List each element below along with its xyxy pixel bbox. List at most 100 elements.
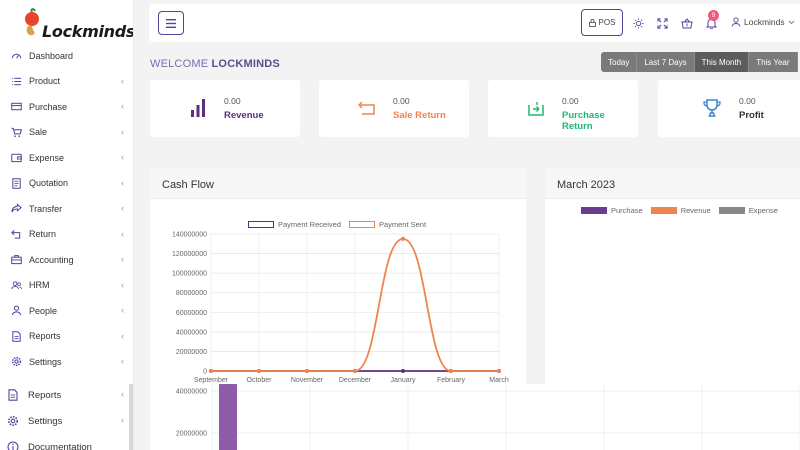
bottom-bar-chart: 20000000 40000000 [176,384,800,450]
document-icon [10,177,22,189]
sidebar-item-label: Reports [28,389,62,401]
data-point[interactable] [497,369,501,373]
stat-value: 0.00 [739,96,756,106]
sidebar-item-hrm[interactable]: HRM ‹ [0,273,133,299]
sidebar-item-accounting[interactable]: Accounting ‹ [0,247,133,273]
legend-item-payment-sent[interactable]: Payment Sent [348,220,427,229]
stat-card-profit[interactable]: 0.00 Profit [658,80,800,137]
chevron-left-icon: ‹ [121,279,124,290]
legend-swatch [248,221,274,228]
cash-flow-chart: 0 20000000 40000000 60000000 80000000 1000000… [172,232,509,385]
welcome-prefix: WELCOME [150,58,209,70]
y-tick-label: 140000000 [172,232,207,239]
chevron-left-icon: ‹ [121,152,124,162]
pos-button[interactable]: POS [581,9,623,36]
sidebar-item-quotation[interactable]: Quotation ‹ [0,171,133,197]
sidebar-item-expense[interactable]: Expense ‹ [0,145,133,171]
menu-toggle-button[interactable] [158,11,184,35]
stat-label: Revenue [224,110,264,121]
chevron-down-icon [788,20,794,24]
sidebar-item-label: Return [29,229,57,240]
data-point[interactable] [449,369,453,373]
sidebar-item-label: Settings [28,415,63,427]
bar[interactable] [219,384,237,450]
legend-label: Payment Sent [378,220,427,229]
sidebar-item-label: Product [29,76,61,87]
sidebar-item-label: Documentation [28,441,92,450]
data-point[interactable] [401,369,405,373]
stat-value: 0.00 [224,96,241,106]
stat-label: Purchase Return [562,110,605,132]
data-point[interactable] [401,236,405,241]
lock-icon [588,18,596,27]
hamburger-icon [166,18,176,28]
trophy-icon [702,98,722,118]
chevron-left-icon: ‹ [121,305,124,315]
month-legend: Purchase Revenue Expense [581,206,778,215]
basket-button[interactable] [680,16,694,30]
sidebar-item-label: Purchase [29,101,68,112]
chevron-left-icon: ‹ [121,177,124,188]
info-icon [6,441,19,450]
brand-logo-link[interactable]: Lockminds [18,6,133,41]
chevron-left-icon: ‹ [121,389,124,399]
sidebar-item-reports[interactable]: Reports ‹ [0,382,133,408]
legend-item-expense[interactable]: Expense [718,206,778,215]
y-tick-label: 40000000 [176,329,207,336]
sidebar-item-reports[interactable]: Reports ‹ [0,324,133,350]
series-line-payment-sent [211,237,499,372]
range-button-this-month[interactable]: This Month [694,52,750,72]
sidebar-scrollbar[interactable] [129,384,133,450]
sidebar-item-transfer[interactable]: Transfer ‹ [0,196,133,222]
stat-value: 0.00 [562,96,579,106]
legend-item-revenue[interactable]: Revenue [650,206,711,215]
x-tick-label: February [437,377,466,384]
sidebar-item-label: Settings [29,356,62,367]
user-name: Lockminds [744,17,785,27]
return-icon [10,228,22,240]
month-panel-title: March 2023 [557,179,616,191]
legend-swatch [581,207,607,214]
data-point[interactable] [209,369,213,373]
legend-item-payment-received[interactable]: Payment Received [248,220,341,229]
data-point[interactable] [353,369,357,373]
basket-icon [681,17,693,28]
sidebar-item-settings[interactable]: Settings ‹ [0,349,133,375]
chevron-left-icon: ‹ [121,126,124,137]
bottom-chart-panel: 20000000 40000000 [150,384,800,450]
expand-icon [656,17,668,29]
sidebar-item-label: Accounting [29,254,74,265]
range-button-today[interactable]: Today [601,52,638,72]
gear-icon [6,415,19,428]
sidebar-item-product[interactable]: Product ‹ [0,69,133,95]
chevron-left-icon: ‹ [121,330,124,341]
range-button-last-7-days[interactable]: Last 7 Days [637,52,695,72]
user-menu[interactable]: Lockminds [731,17,795,27]
sidebar-item-sale[interactable]: Sale ‹ [0,120,133,146]
legend-item-purchase[interactable]: Purchase [581,206,643,215]
stat-card-sale-return[interactable]: 0.00 Sale Return [319,80,469,137]
sidebar-item-people[interactable]: People ‹ [0,298,133,324]
stat-card-revenue[interactable]: 0.00 Revenue [150,80,300,137]
sidebar-item-return[interactable]: Return ‹ [0,222,133,248]
sidebar-item-label: People [29,305,58,316]
data-point[interactable] [305,369,309,373]
x-tick-label: March [489,377,509,384]
stat-card-purchase-return[interactable]: 0.00 Purchase Return [488,80,638,137]
sidebar-item-documentation[interactable]: Documentation [0,434,133,450]
sidebar-item-settings[interactable]: Settings ‹ [0,408,133,434]
legend-swatch [348,221,375,228]
sidebar-item-dashboard[interactable]: Dashboard [0,43,133,69]
users-icon [10,279,22,291]
range-button-this-year[interactable]: This Year [749,52,798,72]
theme-toggle-button[interactable] [631,16,645,30]
fullscreen-button[interactable] [655,16,669,30]
share-icon [10,203,22,215]
legend-label: Payment Received [278,220,341,229]
welcome-heading: WELCOME LOCKMINDS [150,58,280,70]
y-tick-label: 80000000 [176,290,207,297]
data-point[interactable] [257,369,261,373]
chevron-left-icon: ‹ [121,75,124,86]
dashboard-icon [10,50,22,62]
sidebar-item-purchase[interactable]: Purchase ‹ [0,94,133,120]
